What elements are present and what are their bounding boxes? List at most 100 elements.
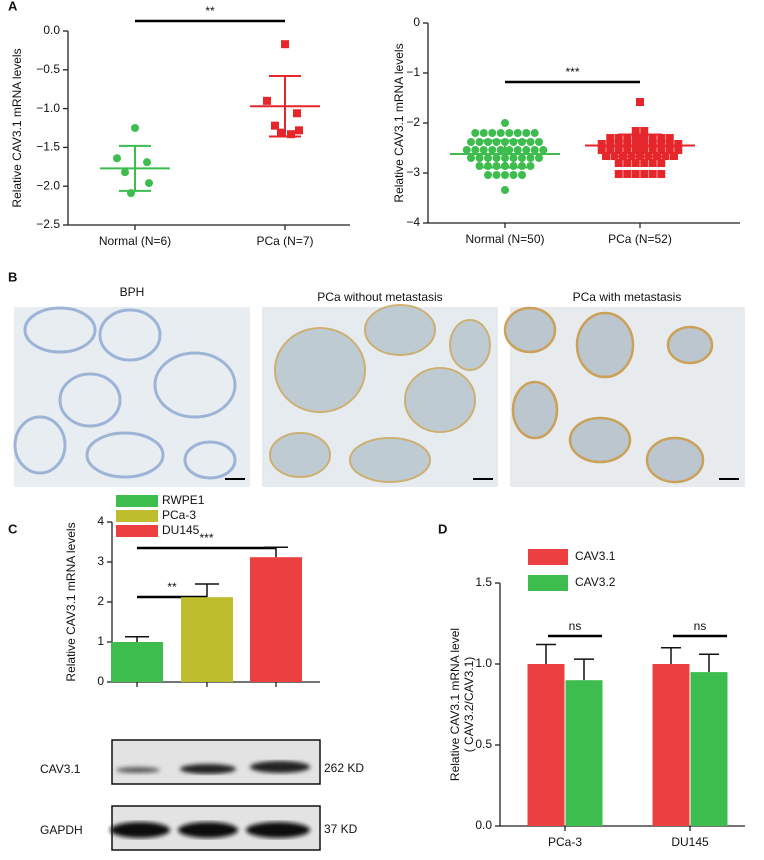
data-point bbox=[614, 170, 623, 178]
data-point bbox=[113, 154, 121, 163]
data-point bbox=[530, 129, 539, 137]
error-bar bbox=[618, 133, 662, 158]
data-point bbox=[492, 162, 501, 170]
data-point bbox=[657, 134, 666, 142]
histology-image bbox=[262, 304, 498, 487]
data-point bbox=[505, 146, 514, 154]
data-point bbox=[475, 154, 484, 162]
data-point bbox=[501, 119, 509, 127]
data-point bbox=[479, 146, 488, 154]
data-point bbox=[648, 170, 657, 178]
data-point bbox=[631, 159, 640, 167]
y-axis-label: Relative CAV3.1 mRNA levels bbox=[64, 522, 78, 681]
data-point bbox=[492, 154, 501, 162]
legend-swatch bbox=[528, 575, 568, 591]
data-point bbox=[614, 140, 623, 148]
significance-label: *** bbox=[199, 531, 213, 545]
data-point bbox=[501, 186, 509, 194]
data-point bbox=[501, 171, 509, 179]
y-tick-label: −2.0 bbox=[36, 178, 60, 192]
y-tick-label: −3 bbox=[406, 165, 420, 179]
blot-image bbox=[110, 739, 321, 851]
legend-swatch bbox=[528, 549, 568, 565]
image-title: PCa with metastasis bbox=[573, 290, 682, 304]
bar bbox=[111, 642, 163, 682]
data-point bbox=[670, 152, 678, 160]
data-point bbox=[526, 154, 535, 162]
data-point bbox=[484, 138, 492, 146]
data-point bbox=[484, 171, 492, 179]
data-point bbox=[623, 170, 632, 178]
data-point bbox=[648, 146, 657, 154]
y-axis-label: Relative CAV3.1 mRNA level bbox=[448, 628, 462, 781]
legend-swatch bbox=[116, 510, 158, 522]
data-point bbox=[657, 140, 666, 148]
image-title: PCa without metastasis bbox=[317, 290, 442, 304]
data-point bbox=[631, 146, 640, 154]
data-point bbox=[479, 129, 488, 137]
histology-image bbox=[13, 306, 250, 487]
significance-label: *** bbox=[565, 65, 579, 79]
panel-label: B bbox=[8, 269, 17, 284]
data-point bbox=[488, 146, 497, 154]
data-point bbox=[640, 127, 649, 135]
data-point bbox=[471, 129, 480, 137]
legend-label: CAV3.2 bbox=[575, 575, 616, 589]
data-point bbox=[631, 134, 640, 142]
y-tick-label: −1 bbox=[406, 65, 420, 79]
data-point bbox=[623, 159, 632, 167]
x-tick-label: PCa (N=52) bbox=[608, 232, 672, 246]
data-point bbox=[121, 168, 129, 177]
legend-label: RWPE1 bbox=[162, 493, 205, 507]
image-title: BPH bbox=[120, 285, 145, 299]
y-tick-label: −1.5 bbox=[36, 140, 60, 154]
data-point bbox=[293, 109, 301, 118]
data-point bbox=[526, 162, 535, 170]
x-tick-label: Normal (N=50) bbox=[465, 232, 544, 246]
data-point bbox=[281, 40, 289, 49]
data-point bbox=[518, 171, 526, 179]
error-bar bbox=[269, 75, 301, 138]
significance-label: ** bbox=[167, 580, 177, 594]
data-point bbox=[631, 127, 640, 135]
error-bar bbox=[125, 636, 149, 642]
data-point bbox=[509, 138, 518, 146]
y-tick-label: 0 bbox=[413, 15, 420, 29]
data-point bbox=[610, 152, 619, 160]
blot-label: CAV3.1 bbox=[40, 762, 81, 776]
error-bar bbox=[195, 583, 219, 598]
data-point bbox=[640, 146, 649, 154]
data-point bbox=[484, 162, 492, 170]
data-point bbox=[131, 124, 139, 132]
data-point bbox=[606, 134, 615, 142]
data-point bbox=[271, 121, 279, 130]
y-tick-label: 1.5 bbox=[475, 575, 492, 589]
data-point bbox=[657, 159, 666, 167]
blot-size: 262 KD bbox=[324, 761, 364, 775]
data-point bbox=[462, 146, 471, 154]
bar bbox=[250, 557, 302, 682]
data-point bbox=[640, 134, 649, 142]
data-point bbox=[143, 158, 151, 167]
data-point bbox=[475, 138, 484, 146]
data-point bbox=[665, 140, 674, 148]
blot-label: GAPDH bbox=[40, 823, 83, 837]
error-bar bbox=[699, 653, 719, 673]
significance-label: ns bbox=[694, 619, 707, 633]
bar bbox=[652, 664, 690, 826]
y-tick-label: 0.0 bbox=[475, 818, 492, 832]
data-point bbox=[665, 146, 674, 154]
error-bar bbox=[661, 647, 681, 664]
data-point bbox=[674, 140, 683, 148]
data-point bbox=[602, 152, 610, 160]
bar bbox=[565, 680, 603, 826]
y-tick-label: 1 bbox=[97, 634, 104, 648]
y-tick-label: −4 bbox=[406, 215, 420, 229]
x-tick-label: PCa-3 bbox=[548, 835, 582, 849]
data-point bbox=[657, 170, 666, 178]
data-point bbox=[467, 138, 475, 146]
error-bar bbox=[119, 144, 151, 192]
data-point bbox=[145, 179, 153, 188]
data-point bbox=[665, 134, 674, 142]
